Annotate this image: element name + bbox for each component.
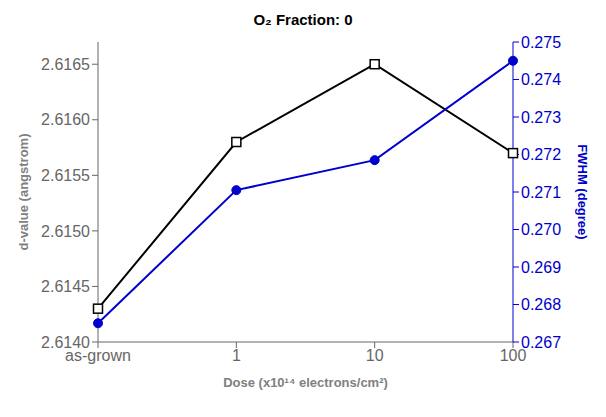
svg-text:d-value (angstrom): d-value (angstrom) [16, 133, 31, 250]
svg-text:2.6165: 2.6165 [41, 56, 90, 73]
svg-text:0.271: 0.271 [521, 184, 561, 201]
svg-text:FWHM (degree): FWHM (degree) [575, 144, 590, 239]
html-text:O₂ Fraction: 0: O₂ Fraction: 0 [253, 11, 353, 28]
svg-text:0.269: 0.269 [521, 259, 561, 276]
svg-text:0.275: 0.275 [521, 34, 561, 51]
svg-text:10: 10 [366, 347, 384, 364]
svg-text:0.267: 0.267 [521, 334, 561, 351]
svg-text:0.272: 0.272 [521, 146, 561, 163]
svg-text:Dose (x10¹⁴ electrons/cm²): Dose (x10¹⁴ electrons/cm²) [223, 375, 388, 390]
svg-text:1: 1 [232, 347, 241, 364]
svg-text:2.6145: 2.6145 [41, 278, 90, 295]
svg-text:2.6140: 2.6140 [41, 334, 90, 351]
svg-text:100: 100 [499, 347, 527, 365]
svg-text:2.6155: 2.6155 [41, 167, 90, 184]
svg-text:2.6160: 2.6160 [41, 111, 90, 128]
svg-text:0.273: 0.273 [521, 109, 561, 126]
svg-text:0.274: 0.274 [521, 71, 561, 88]
svg-text:as-grown: as-grown [65, 347, 131, 365]
svg-text:2.6150: 2.6150 [41, 223, 90, 240]
svg-text:0.270: 0.270 [521, 221, 561, 238]
svg-text:0.268: 0.268 [521, 296, 561, 313]
